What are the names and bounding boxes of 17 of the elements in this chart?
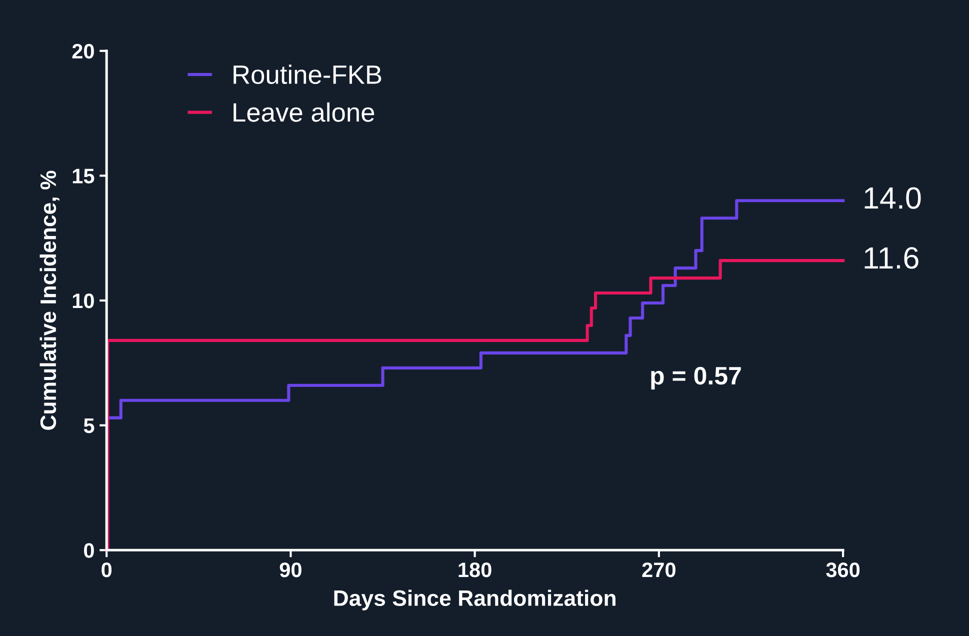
legend-label: Leave alone [234, 102, 374, 122]
x-tick-label: 90 [280, 562, 302, 578]
y-tick-label: 5 [84, 418, 94, 434]
y-tick-label: 20 [72, 44, 94, 59]
annotation: 14.0 [864, 187, 921, 209]
x-tick-label: 0 [102, 562, 112, 578]
legend-label: Routine-FKB [234, 64, 382, 84]
y-tick-label: 10 [72, 294, 94, 308]
y-tick-label: 15 [72, 168, 94, 184]
x-tick-label: 360 [826, 562, 860, 578]
y-tick-label: 0 [84, 543, 94, 558]
x-tick-label: 180 [458, 562, 492, 578]
annotation: p = 0.57 [651, 366, 741, 390]
annotation: 11.6 [864, 247, 918, 269]
y-axis-title: Cumulative Incidence, % [40, 170, 60, 430]
x-tick-label: 270 [642, 562, 676, 578]
x-axis-title: Days Since Randomization [334, 590, 616, 610]
